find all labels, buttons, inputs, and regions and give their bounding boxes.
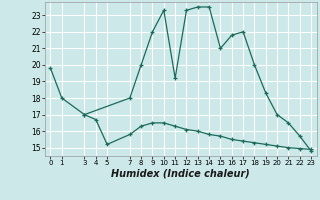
X-axis label: Humidex (Indice chaleur): Humidex (Indice chaleur)	[111, 169, 250, 179]
